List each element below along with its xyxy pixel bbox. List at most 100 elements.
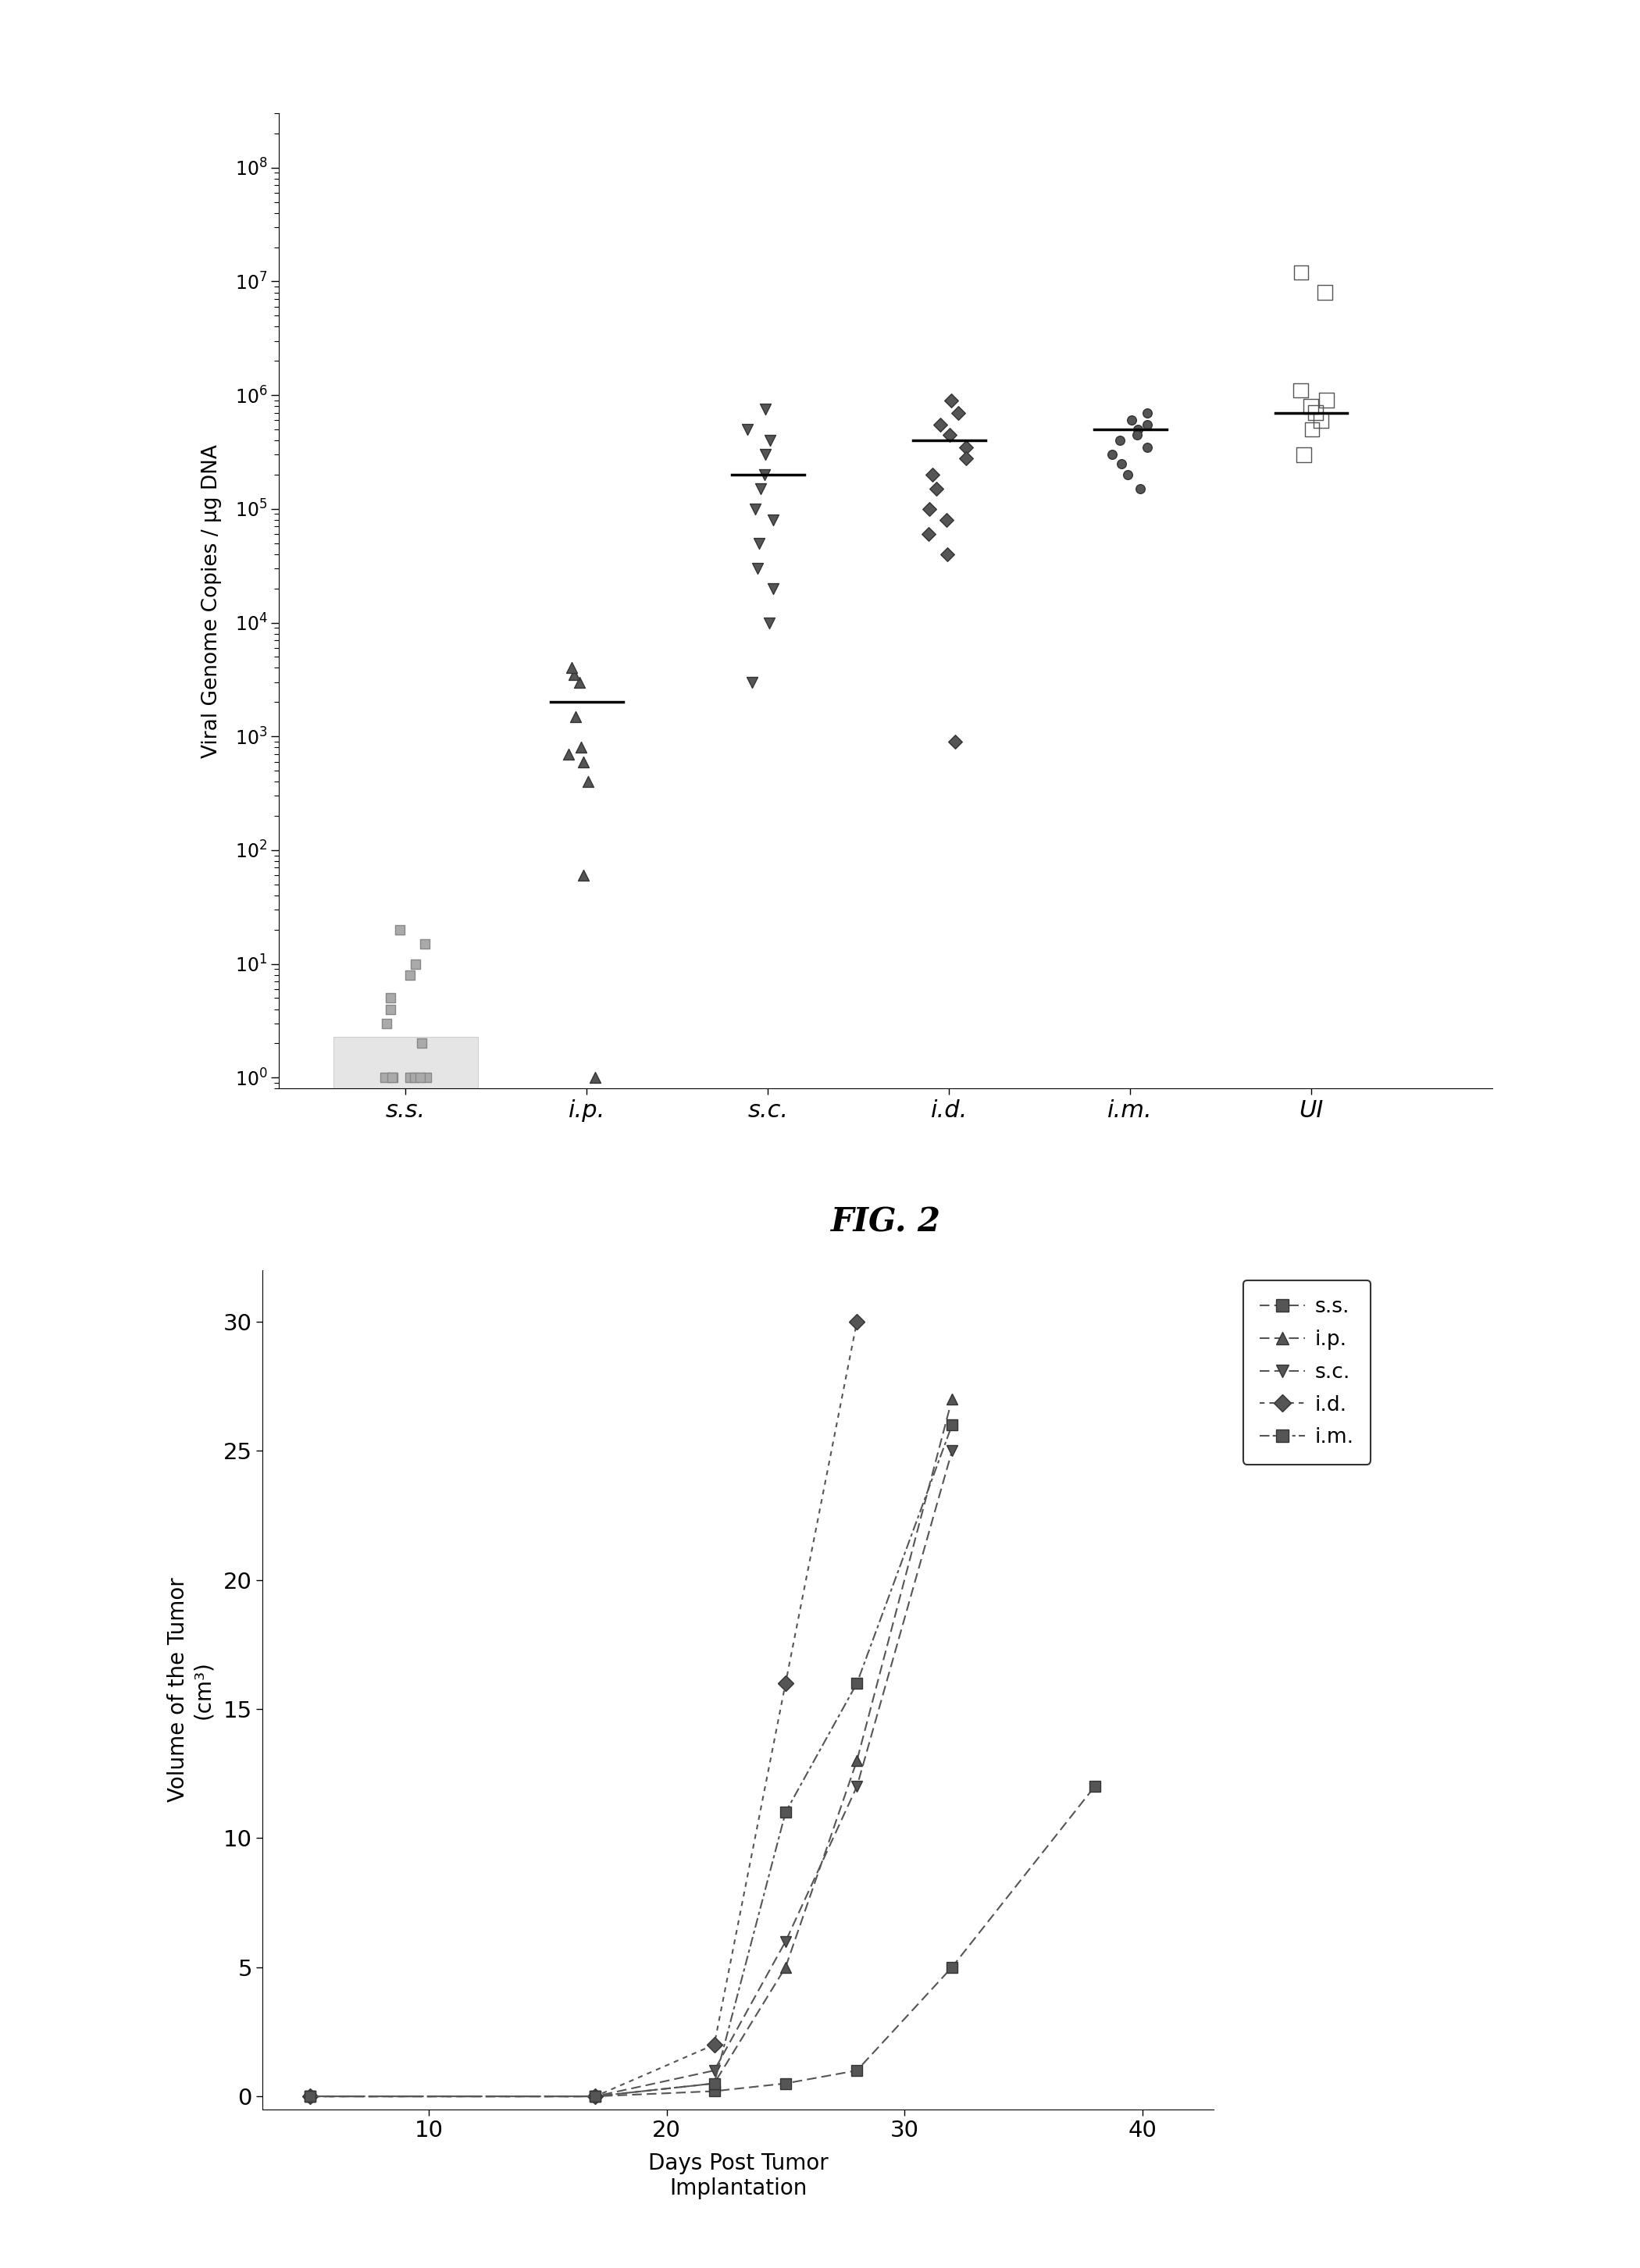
Point — [741, 490, 768, 526]
Point — [380, 1059, 407, 1095]
Point — [379, 1059, 405, 1095]
Point — [945, 395, 971, 431]
Bar — [333, 1036, 477, 1089]
Point — [953, 429, 979, 465]
s.s. — [300, 2082, 320, 2109]
s.s. — [846, 2057, 866, 2084]
Point — [745, 551, 771, 587]
Y-axis label: Viral Genome Copies / µg DNA: Viral Genome Copies / µg DNA — [202, 445, 221, 758]
i.d. — [300, 2082, 320, 2109]
Point — [1127, 472, 1153, 508]
s.c. — [776, 1928, 795, 1955]
Point — [407, 1059, 433, 1095]
Point — [1115, 456, 1141, 492]
Point — [402, 946, 428, 982]
Point — [953, 440, 979, 476]
i.m. — [705, 2071, 725, 2098]
Point — [759, 501, 786, 538]
Point — [408, 1025, 435, 1061]
Point — [563, 699, 589, 735]
i.m. — [585, 2082, 605, 2109]
Point — [938, 383, 964, 420]
Line: s.s.: s.s. — [305, 1780, 1100, 2102]
Point — [1125, 411, 1151, 447]
Point — [1133, 395, 1159, 431]
i.p. — [705, 2071, 725, 2098]
s.c. — [943, 1438, 963, 1465]
s.c. — [300, 2082, 320, 2109]
Point — [746, 524, 772, 560]
i.d. — [846, 1309, 866, 1336]
Point — [1297, 388, 1323, 424]
i.m. — [846, 1669, 866, 1696]
Point — [387, 912, 413, 948]
i.d. — [776, 1669, 795, 1696]
Point — [1287, 254, 1314, 290]
Point — [935, 535, 961, 572]
Line: s.c.: s.c. — [305, 1445, 958, 2102]
Legend: s.s., i.p., s.c., i.d., i.m.: s.s., i.p., s.c., i.d., i.m. — [1243, 1281, 1371, 1465]
Point — [1135, 429, 1161, 465]
Point — [559, 649, 585, 685]
s.s. — [705, 2077, 725, 2105]
Line: i.m.: i.m. — [305, 1420, 958, 2102]
Point — [372, 1059, 399, 1095]
Point — [917, 490, 943, 526]
Point — [915, 517, 941, 553]
Point — [1287, 372, 1314, 408]
Point — [556, 735, 582, 771]
Line: i.p.: i.p. — [305, 1395, 958, 2102]
Point — [933, 501, 959, 538]
Point — [377, 991, 403, 1027]
Text: FIG. 2: FIG. 2 — [830, 1207, 941, 1238]
Point — [1123, 417, 1150, 454]
Y-axis label: Volume of the Tumor
(cm³): Volume of the Tumor (cm³) — [167, 1576, 215, 1803]
i.m. — [300, 2082, 320, 2109]
Point — [756, 606, 782, 642]
Point — [927, 406, 953, 442]
Point — [920, 456, 946, 492]
Point — [412, 925, 438, 962]
i.d. — [585, 2082, 605, 2109]
Point — [735, 411, 761, 447]
Point — [1299, 411, 1325, 447]
Point — [1109, 445, 1135, 481]
Point — [561, 655, 587, 692]
Point — [567, 730, 594, 767]
s.c. — [846, 1774, 866, 1801]
i.d. — [705, 2032, 725, 2059]
Point — [753, 390, 779, 426]
s.c. — [705, 2057, 725, 2084]
i.p. — [846, 1746, 866, 1774]
i.p. — [776, 1953, 795, 1980]
Point — [397, 1059, 423, 1095]
i.m. — [943, 1411, 963, 1438]
Point — [923, 472, 950, 508]
Point — [1312, 274, 1338, 311]
Point — [751, 456, 777, 492]
i.p. — [585, 2082, 605, 2109]
Point — [413, 1059, 440, 1095]
i.m. — [776, 1799, 795, 1826]
Point — [402, 1059, 428, 1095]
s.c. — [585, 2082, 605, 2109]
Point — [936, 417, 963, 454]
Point — [751, 435, 777, 472]
Point — [374, 1005, 400, 1041]
Point — [748, 472, 774, 508]
Point — [740, 665, 766, 701]
Point — [1107, 422, 1133, 458]
Point — [1314, 383, 1340, 420]
Point — [1307, 401, 1333, 438]
Point — [1291, 435, 1317, 472]
Point — [759, 569, 786, 606]
X-axis label: Days Post Tumor
Implantation: Days Post Tumor Implantation — [648, 2152, 828, 2200]
Point — [571, 857, 597, 894]
s.s. — [1086, 1774, 1105, 1801]
Point — [943, 723, 969, 760]
i.p. — [943, 1386, 963, 1413]
s.s. — [943, 1953, 963, 1980]
Point — [1135, 406, 1161, 442]
Point — [576, 764, 602, 801]
Point — [1099, 435, 1125, 472]
